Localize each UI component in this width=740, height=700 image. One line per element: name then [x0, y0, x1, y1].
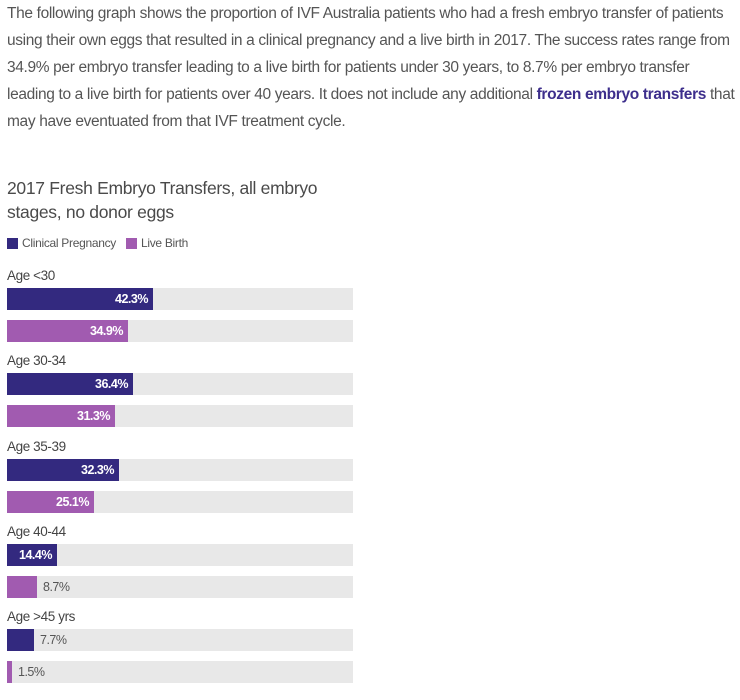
bar-track: 34.9%: [7, 320, 353, 342]
category-label: Age <30: [7, 268, 55, 283]
bar-value-label: 32.3%: [81, 462, 114, 477]
bar-value-label: 14.4%: [19, 547, 52, 562]
bar-track: 7.7%: [7, 629, 353, 652]
live-birth-bar: [7, 661, 12, 684]
intro-text-end: that may have eventuated from that IVF t…: [7, 86, 735, 130]
clinical-pregnancy-bar: [7, 373, 133, 396]
bar-value-label: 1.5%: [18, 665, 45, 680]
bar-chart: Age <30 42.3% 34.9% Age 30-34 36.4% 31.3% Age …: [7, 268, 353, 700]
legend-item-live: Live Birth: [125, 236, 189, 250]
bar-track: 8.7%: [7, 575, 353, 598]
category-label: Age >45 yrs: [7, 609, 76, 625]
bar-value-label: 36.4%: [95, 377, 128, 392]
bar-track: 31.3%: [7, 405, 353, 428]
category-label: Age 30-34: [7, 353, 66, 369]
frozen-embryo-transfers-link[interactable]: frozen embryo transfers: [536, 86, 707, 103]
bar-value-label: 42.3%: [115, 292, 148, 306]
clinical-pregnancy-bar: [7, 629, 34, 652]
bar-value-label: 25.1%: [56, 494, 89, 509]
category-label: Age 35-39: [7, 438, 66, 454]
bar-value-label: 7.7%: [40, 633, 67, 648]
bar-group: Age <30 42.3% 34.9%: [7, 268, 353, 353]
legend-swatch-clinical: [7, 237, 18, 249]
live-birth-bar: [7, 575, 37, 598]
bar-track: 32.3%: [7, 458, 353, 481]
intro-text: The following graph shows the proportion…: [7, 5, 730, 103]
bar-track: 25.1%: [7, 490, 353, 513]
live-birth-bar: [7, 490, 94, 513]
intro-paragraph: The following graph shows the proportion…: [7, 0, 735, 135]
live-birth-bar: [7, 405, 115, 428]
bar-track: 36.4%: [7, 373, 353, 396]
bar-group: Age 35-39 32.3% 25.1%: [7, 439, 353, 524]
clinical-pregnancy-bar: [7, 543, 57, 566]
bar-group: Age 40-44 14.4% 8.7%: [7, 524, 353, 609]
category-label: Age 40-44: [7, 523, 66, 539]
bar-group: Age 30-34 36.4% 31.3%: [7, 353, 353, 438]
chart-title: 2017 Fresh Embryo Transfers, all embryo …: [7, 178, 318, 222]
legend-label-live: Live Birth: [140, 236, 189, 250]
bar-value-label: 34.9%: [90, 324, 123, 338]
legend-swatch-live: [125, 237, 137, 249]
bar-track: 14.4%: [7, 543, 353, 566]
bar-track: 1.5%: [7, 661, 353, 684]
bar-value-label: 8.7%: [43, 579, 70, 594]
bar-value-label: 31.3%: [77, 409, 110, 424]
legend-label-clinical: Clinical Pregnancy: [22, 236, 116, 250]
bar-track: 42.3%: [7, 288, 353, 310]
live-birth-bar: [7, 320, 128, 342]
bar-group: Age >45 yrs 7.7% 1.5%: [7, 609, 353, 694]
legend-item-clinical: Clinical Pregnancy: [7, 236, 116, 250]
chart-legend: Clinical Pregnancy Live Birth: [7, 236, 198, 250]
clinical-pregnancy-bar: [7, 288, 153, 310]
clinical-pregnancy-bar: [7, 458, 119, 481]
